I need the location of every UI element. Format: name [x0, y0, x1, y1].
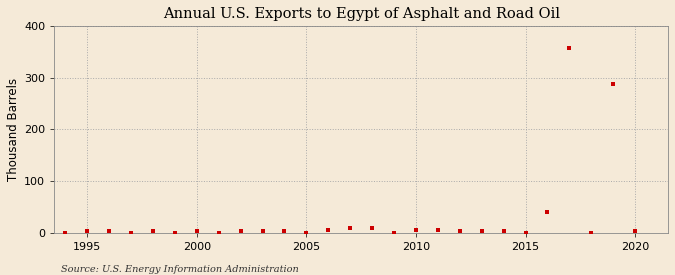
Y-axis label: Thousand Barrels: Thousand Barrels	[7, 78, 20, 181]
Point	[323, 228, 333, 232]
Point	[498, 229, 509, 234]
Point	[104, 229, 115, 233]
Point	[279, 229, 290, 233]
Point	[586, 230, 597, 235]
Point	[213, 230, 224, 235]
Point	[477, 229, 487, 233]
Point	[520, 230, 531, 235]
Point	[60, 230, 71, 235]
Point	[126, 230, 136, 235]
Point	[345, 226, 356, 231]
Point	[564, 46, 575, 50]
Point	[410, 228, 421, 232]
Point	[542, 210, 553, 214]
Point	[454, 229, 465, 233]
Point	[367, 226, 377, 230]
Point	[82, 229, 92, 234]
Point	[433, 228, 443, 232]
Text: Source: U.S. Energy Information Administration: Source: U.S. Energy Information Administ…	[61, 265, 298, 274]
Point	[191, 229, 202, 234]
Point	[608, 82, 619, 86]
Point	[389, 230, 400, 235]
Point	[235, 229, 246, 233]
Point	[301, 230, 312, 235]
Point	[257, 229, 268, 233]
Point	[148, 229, 159, 234]
Point	[169, 230, 180, 235]
Title: Annual U.S. Exports to Egypt of Asphalt and Road Oil: Annual U.S. Exports to Egypt of Asphalt …	[163, 7, 560, 21]
Point	[630, 229, 641, 234]
